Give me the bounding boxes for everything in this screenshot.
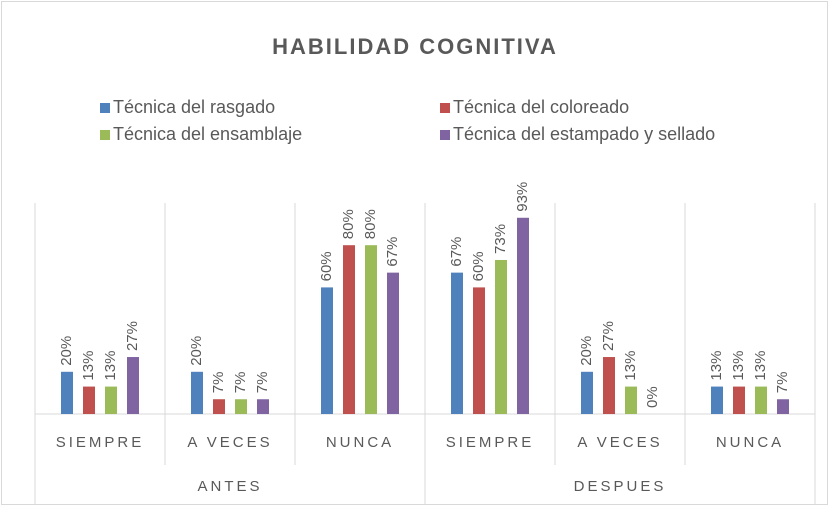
data-label: 7% — [774, 372, 791, 394]
bar — [343, 245, 355, 414]
data-label: 20% — [578, 336, 595, 366]
bar — [625, 386, 637, 414]
legend-label: Técnica del ensamblaje — [113, 124, 302, 144]
data-label: 80% — [340, 209, 357, 239]
data-label: 7% — [254, 372, 271, 394]
legend-label: Técnica del rasgado — [113, 97, 275, 117]
bar — [733, 386, 745, 414]
legend-swatch — [440, 103, 450, 113]
data-label: 60% — [318, 251, 335, 281]
bar — [257, 399, 269, 414]
data-label: 20% — [58, 336, 75, 366]
bar — [105, 386, 117, 414]
data-label: 67% — [448, 237, 465, 267]
bar — [603, 357, 615, 414]
bar — [365, 245, 377, 414]
x-tick-label: A VECES — [187, 434, 272, 451]
group-label: ANTES — [197, 478, 262, 495]
bar — [321, 287, 333, 414]
x-tick-label: A VECES — [577, 434, 662, 451]
legend-label: Técnica del coloreado — [453, 97, 629, 117]
data-label: 13% — [102, 351, 119, 381]
bar — [473, 287, 485, 414]
legend-label: Técnica del estampado y sellado — [453, 124, 715, 144]
data-label: 27% — [124, 321, 141, 351]
bar — [495, 259, 507, 414]
data-label: 73% — [492, 224, 509, 254]
x-tick-label: SIEMPRE — [446, 434, 535, 451]
chart-title: HABILIDAD COGNITIVA — [272, 34, 558, 59]
data-label: 20% — [188, 336, 205, 366]
data-label: 27% — [600, 321, 617, 351]
bar — [235, 399, 247, 414]
bar — [191, 371, 203, 414]
data-label: 60% — [470, 251, 487, 281]
data-label: 13% — [80, 351, 97, 381]
bar — [777, 399, 789, 414]
bar — [61, 371, 73, 414]
legend-swatch — [100, 130, 110, 140]
data-label: 13% — [708, 351, 725, 381]
x-tick-label: NUNCA — [716, 434, 784, 451]
bar — [83, 386, 95, 414]
data-label: 7% — [210, 372, 227, 394]
data-label: 7% — [232, 372, 249, 394]
data-label: 13% — [752, 351, 769, 381]
bar — [755, 386, 767, 414]
data-label: 13% — [730, 351, 747, 381]
bar — [451, 272, 463, 414]
group-label: DESPUES — [574, 478, 667, 495]
data-label: 13% — [622, 351, 639, 381]
x-tick-label: NUNCA — [326, 434, 394, 451]
bar — [581, 371, 593, 414]
bar — [127, 357, 139, 414]
x-tick-label: SIEMPRE — [56, 434, 145, 451]
data-label: 93% — [514, 182, 531, 212]
bar — [213, 399, 225, 414]
legend-swatch — [100, 103, 110, 113]
bar — [387, 272, 399, 414]
legend-swatch — [440, 130, 450, 140]
data-label: 80% — [362, 209, 379, 239]
bar — [711, 386, 723, 414]
data-label: 67% — [384, 237, 401, 267]
bar — [517, 217, 529, 414]
data-label: 0% — [644, 386, 661, 408]
